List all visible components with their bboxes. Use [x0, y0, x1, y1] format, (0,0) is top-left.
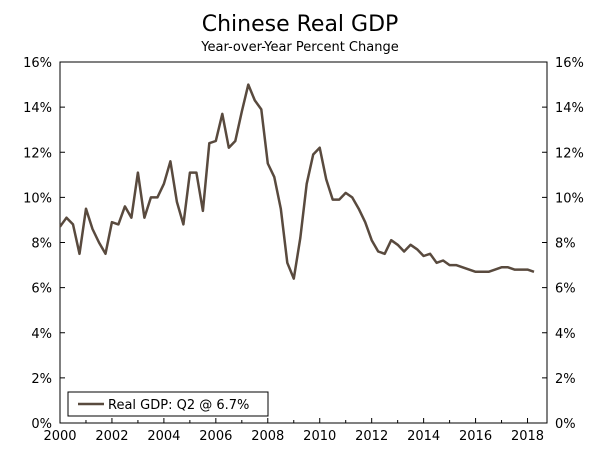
y-tick-label-right: 16% — [555, 56, 584, 71]
x-tick-label: 2000 — [43, 429, 76, 444]
y-tick-label-right: 0% — [555, 417, 576, 432]
y-tick-label-left: 10% — [23, 191, 52, 206]
x-tick-label: 2002 — [95, 429, 128, 444]
chart-subtitle: Year-over-Year Percent Change — [201, 40, 399, 55]
y-tick-label-left: 14% — [23, 101, 52, 116]
y-tick-label-right: 6% — [555, 282, 576, 297]
x-tick-label: 2006 — [199, 429, 232, 444]
plot-frame — [59, 61, 548, 424]
y-tick-label-right: 8% — [555, 237, 576, 252]
x-tick-label: 2012 — [355, 429, 388, 444]
y-tick-label-left: 6% — [31, 282, 52, 297]
series-line — [58, 83, 535, 280]
chart-title: Chinese Real GDP — [201, 12, 399, 37]
y-tick-label-right: 14% — [555, 101, 584, 116]
x-tick-label: 2008 — [251, 429, 284, 444]
x-tick-label: 2014 — [407, 429, 440, 444]
y-tick-label-left: 2% — [31, 372, 52, 387]
y-tick-label-right: 2% — [555, 372, 576, 387]
y-tick-label-left: 8% — [31, 237, 52, 252]
y-tick-label-left: 0% — [31, 417, 52, 432]
x-tick-label: 2018 — [511, 429, 544, 444]
y-tick-label-left: 4% — [31, 327, 52, 342]
x-tick-label: 2004 — [147, 429, 180, 444]
y-tick-label-right: 12% — [555, 146, 584, 161]
legend-label: Real GDP: Q2 @ 6.7% — [108, 398, 249, 413]
y-tick-label-left: 12% — [23, 146, 52, 161]
y-tick-label-right: 10% — [555, 191, 584, 206]
x-tick-label: 2016 — [459, 429, 492, 444]
y-tick-label-left: 16% — [23, 56, 52, 71]
y-tick-label-right: 4% — [555, 327, 576, 342]
x-tick-label: 2010 — [303, 429, 336, 444]
